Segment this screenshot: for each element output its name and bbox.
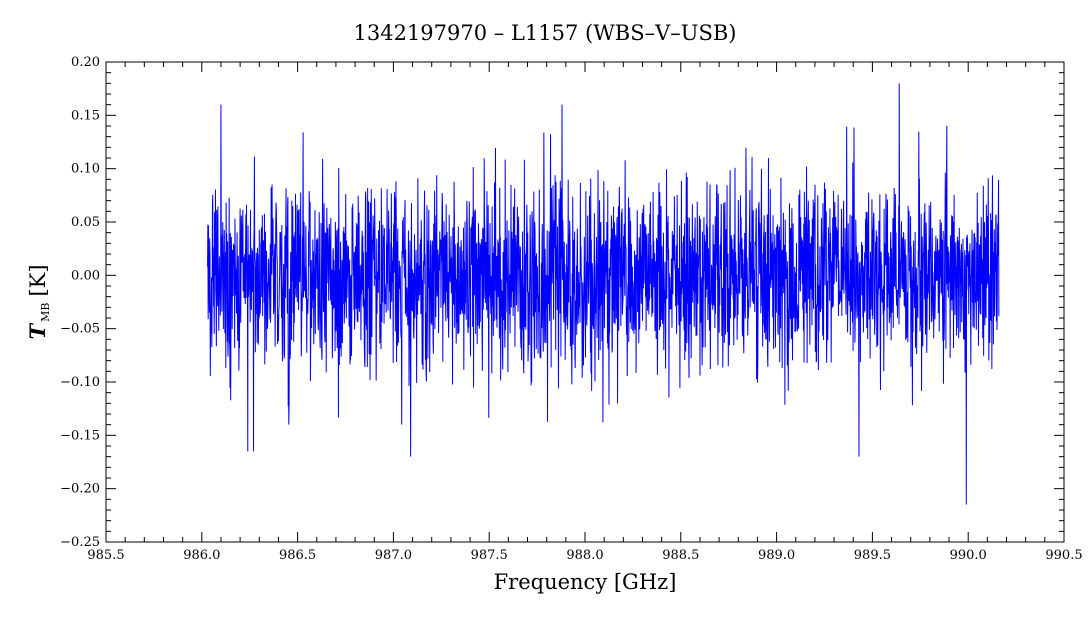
y-axis-label-symbol: T [25,323,50,340]
y-tick-label: 0.10 [71,162,100,177]
plot-area [207,83,1000,505]
axis-ticks [105,61,1065,543]
y-axis-label-subscript: MB [39,303,52,322]
y-tick-label: −0.10 [60,375,100,390]
y-tick-label: 0.20 [71,55,100,70]
y-tick-label: 0.15 [71,108,100,123]
x-tick-label: 987.0 [375,548,412,563]
x-tick-label: 986.5 [279,548,316,563]
x-tick-label: 986.0 [183,548,220,563]
series-spectrum-line [207,83,1000,505]
x-tick-label: 989.0 [758,548,795,563]
x-tick-label: 988.5 [662,548,699,563]
y-axis-label-unit: [K] [26,264,50,296]
y-tick-label: −0.20 [60,482,100,497]
y-axis-label: TMB [K] [25,264,52,339]
y-tick-label: −0.15 [60,428,100,443]
x-tick-label: 990.5 [1045,548,1082,563]
chart-title: 1342197970 – L1157 (WBS–V–USB) [354,21,737,45]
y-tick-label: 0.00 [71,268,100,283]
axis-tick-labels: 985.5 986.0 986.5 987.0 987.5 988.0 988.5 989.0… [60,55,1082,563]
y-tick-label: 0.05 [71,215,100,230]
x-tick-label: 987.5 [471,548,508,563]
x-tick-label: 989.5 [854,548,891,563]
y-tick-label: −0.25 [60,535,100,550]
x-tick-label: 990.0 [950,548,987,563]
x-tick-label: 988.0 [566,548,603,563]
x-axis-label: Frequency [GHz] [494,570,677,594]
x-tick-label: 985.5 [87,548,124,563]
y-tick-label: −0.05 [60,322,100,337]
